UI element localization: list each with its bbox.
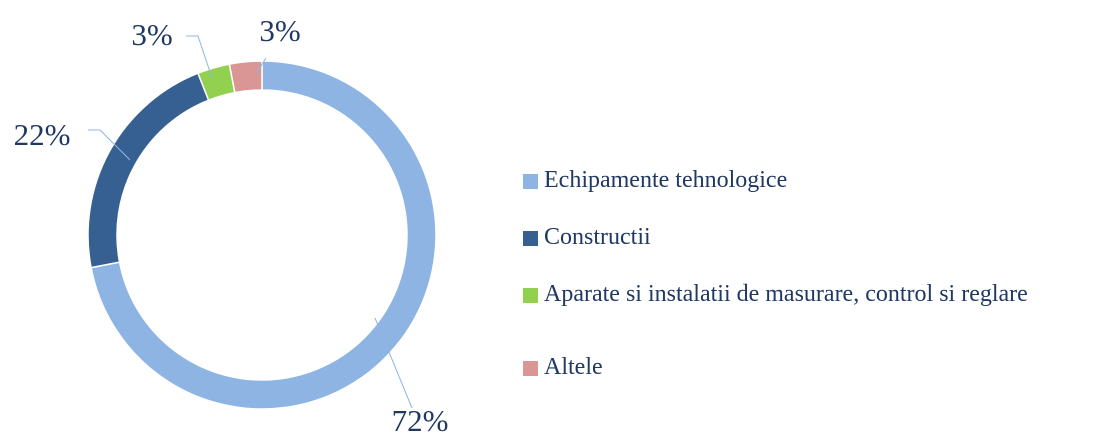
legend-label: Constructii [544,224,651,250]
legend-swatch [523,288,538,303]
legend-item: Altele [523,353,1093,410]
legend-item: Constructii [523,223,1093,280]
legend-item: Aparate si instalatii de masurare, contr… [523,280,1093,353]
legend-label: Aparate si instalatii de masurare, contr… [544,281,1028,307]
data-label: 3% [131,17,172,52]
donut-slice [90,60,437,410]
leader-line [374,317,413,409]
data-label: 72% [392,403,449,438]
legend-swatch [523,361,538,376]
leader-line [88,129,131,161]
donut-slice [87,72,210,269]
leader-line [186,35,213,79]
legend-swatch [523,231,538,246]
donut-slice [228,60,263,94]
legend-label: Altele [544,354,603,380]
data-label: 3% [259,13,300,48]
legend: Echipamente tehnologice Constructii Aparat… [523,166,1093,410]
legend-swatch [523,174,538,189]
data-label: 22% [14,117,71,152]
leader-line [255,57,267,75]
legend-label: Echipamente tehnologice [544,167,788,193]
legend-item: Echipamente tehnologice [523,166,1093,223]
